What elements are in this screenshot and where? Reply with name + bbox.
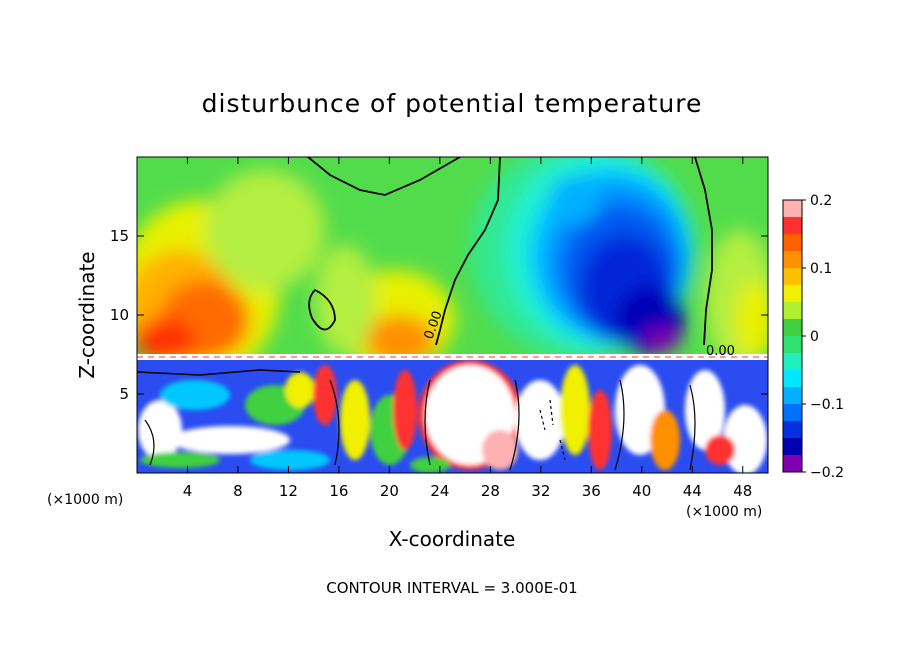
colorbar-cell [783, 421, 802, 439]
colorbar-cell [783, 438, 802, 456]
x-tick-label: 36 [582, 482, 601, 500]
y-tick-label: 10 [110, 306, 129, 324]
colorbar-cell [783, 370, 802, 388]
x-tick-label: 40 [632, 482, 651, 500]
colorbar-cell [783, 285, 802, 303]
colorbar-cells [783, 200, 802, 473]
y-axis-title: Z-coordinate [75, 251, 99, 378]
contour-interval-note: CONTOUR INTERVAL = 3.000E-01 [326, 579, 577, 597]
lower-field [137, 360, 768, 473]
colorbar: 0.2 0.1 0 −0.1 −0.2 [782, 193, 844, 481]
colorbar-cell [783, 455, 802, 473]
colorbar-tick-label: 0.2 [810, 193, 832, 209]
x-tick-label: 4 [183, 482, 193, 500]
colorbar-cell [783, 404, 802, 422]
x-tick-label: 8 [233, 482, 243, 500]
colorbar-cell [783, 234, 802, 252]
x-tick-label: 12 [279, 482, 298, 500]
colorbar-tick-label: 0.1 [810, 261, 832, 277]
y-tick-label: 15 [110, 227, 129, 245]
x-axis-title: X-coordinate [389, 527, 516, 551]
colorbar-cell [783, 387, 802, 405]
colorbar-cell [783, 251, 802, 269]
y-tick-label: 5 [119, 385, 129, 403]
x-ticks: 4 8 12 16 20 24 28 32 36 40 44 48 [183, 157, 752, 500]
colorbar-cell [783, 200, 802, 218]
upper-field [137, 157, 768, 360]
colorbar-cell [783, 268, 802, 286]
x-tick-label: 20 [380, 482, 399, 500]
colorbar-cell [783, 336, 802, 354]
chart-title: disturbunce of potential temperature [202, 89, 703, 118]
colorbar-cell [783, 217, 802, 235]
contour-label: 0.00 [706, 344, 735, 359]
x-tick-label: 24 [430, 482, 449, 500]
x-tick-label: 28 [481, 482, 500, 500]
x-tick-label: 44 [683, 482, 702, 500]
colorbar-cell [783, 353, 802, 371]
colorbar-tick-label: −0.2 [810, 465, 844, 481]
x-tick-label: 16 [329, 482, 348, 500]
x-tick-label: 32 [531, 482, 550, 500]
colorbar-cell [783, 319, 802, 337]
colorbar-cell [783, 302, 802, 320]
x-tick-label: 48 [733, 482, 752, 500]
x-unit-left: (×1000 m) [47, 492, 123, 508]
x-unit-right: (×1000 m) [686, 504, 762, 520]
y-ticks: 5 10 15 [110, 227, 768, 403]
colorbar-tick-label: −0.1 [810, 397, 844, 413]
colorbar-tick-label: 0 [810, 329, 819, 345]
colorbar-ticks: 0.2 0.1 0 −0.1 −0.2 [802, 193, 844, 481]
